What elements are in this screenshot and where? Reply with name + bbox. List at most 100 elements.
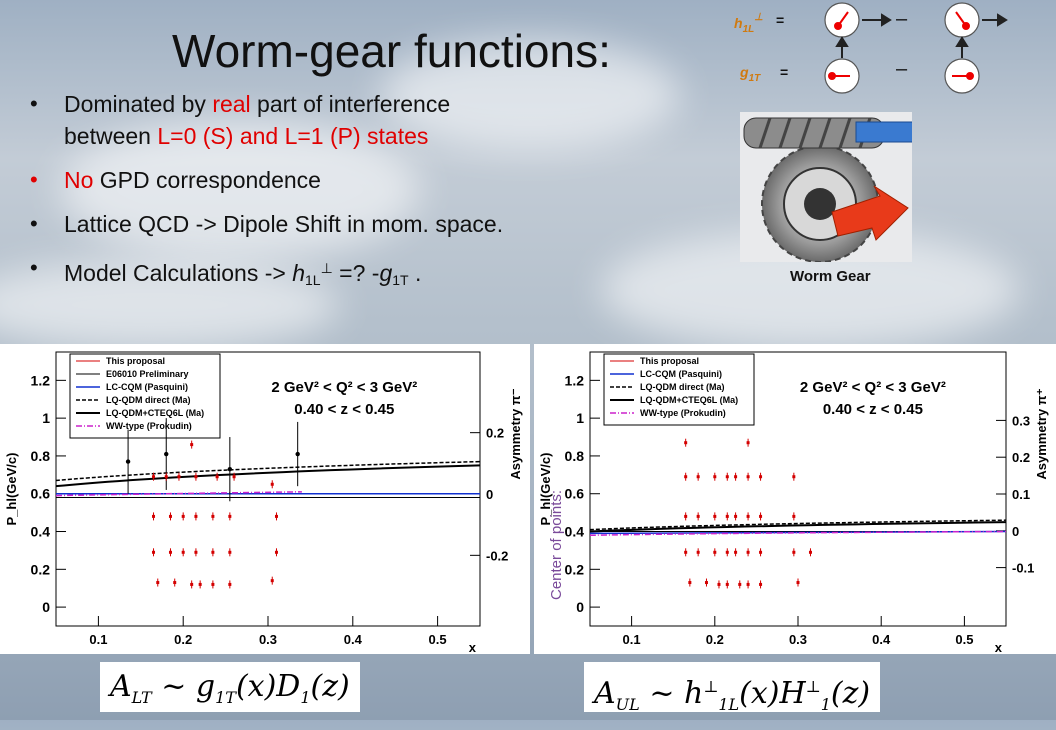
bullet-marker: • bbox=[30, 167, 38, 192]
e06010-point bbox=[227, 466, 233, 472]
y2-tick-label: 0.3 bbox=[1012, 413, 1030, 428]
proposal-point bbox=[168, 514, 172, 518]
e06010-point bbox=[295, 451, 300, 457]
legend-entry: WW-type (Prokudin) bbox=[106, 421, 192, 431]
left-plot: 0 0.2 0.4 0.6 0.8 1 1.2 0.1 0.2 0.3 0.4 0.5 x P_hl(Ge… bbox=[0, 344, 530, 655]
y2-tick-label: 0.2 bbox=[1012, 450, 1030, 465]
y-tick-label: 1 bbox=[576, 410, 584, 426]
y-tick-label: 0.2 bbox=[565, 561, 585, 577]
x-tick-label: 0.4 bbox=[872, 632, 891, 647]
proposal-point bbox=[181, 550, 185, 554]
proposal-point bbox=[173, 581, 177, 585]
model-curve bbox=[589, 519, 1007, 531]
y-tick-label: 0.4 bbox=[565, 524, 585, 540]
bullet-marker: • bbox=[30, 211, 38, 236]
h1l-equals: = bbox=[776, 12, 785, 28]
bullet-item: • Lattice QCD -> Dipole Shift in mom. sp… bbox=[30, 208, 670, 240]
x-tick-label: 0.2 bbox=[174, 632, 192, 647]
right-plot-canvas: 0 0.2 0.4 0.6 0.8 1 1.2 0.1 0.2 0.3 0.4 0.5 x P_hl(Ge… bbox=[538, 351, 1049, 655]
bullet-marker: • bbox=[30, 91, 38, 116]
y2-tick-label: 0.2 bbox=[486, 426, 504, 441]
y2-axis-label: Asymmetry π⁺ bbox=[1034, 388, 1049, 479]
y-tick-label: 1 bbox=[42, 410, 50, 426]
proposal-point bbox=[734, 550, 738, 554]
e06010-point bbox=[125, 459, 131, 464]
y2-tick-label: -0.2 bbox=[486, 548, 508, 563]
proposal-point bbox=[684, 550, 688, 554]
proposal-point bbox=[713, 475, 717, 479]
proposal-point bbox=[734, 475, 738, 479]
proposal-point bbox=[808, 550, 812, 554]
proposal-point bbox=[228, 582, 232, 586]
kinematics-annotation: 2 GeV² < Q² < 3 GeV² bbox=[800, 379, 946, 396]
proposal-point bbox=[215, 475, 219, 479]
proposal-point bbox=[164, 475, 168, 479]
h1l-label: h1L⊥ bbox=[734, 12, 763, 35]
x-tick-label: 0.3 bbox=[789, 632, 807, 647]
proposal-point bbox=[792, 550, 796, 554]
proposal-point bbox=[232, 475, 236, 479]
proposal-point bbox=[759, 582, 763, 586]
proposal-point bbox=[190, 443, 194, 447]
slide-title: Worm-gear functions: bbox=[172, 25, 611, 77]
center-of-points-label: Center of points: bbox=[548, 489, 565, 600]
legend-entry: LC-CQM (Pasquini) bbox=[640, 369, 722, 379]
cloud-3 bbox=[0, 260, 340, 350]
proposal-point bbox=[152, 475, 156, 479]
y-tick-label: 0.6 bbox=[565, 486, 585, 502]
x-tick-label: 0.3 bbox=[259, 632, 277, 647]
proposal-point bbox=[211, 550, 215, 554]
proposal-point bbox=[759, 475, 763, 479]
proposal-point bbox=[746, 582, 750, 586]
y-tick-label: 0 bbox=[576, 599, 584, 615]
legend-entry: LQ-QDM direct (Ma) bbox=[106, 395, 191, 405]
model-curve bbox=[55, 460, 481, 482]
proposal-point bbox=[704, 581, 708, 585]
proposal-point bbox=[796, 581, 800, 585]
kinematics-annotation: 0.40 < z < 0.45 bbox=[823, 401, 923, 418]
legend-entry: LQ-QDM+CTEQ6L (Ma) bbox=[106, 408, 204, 418]
y-tick-label: 0 bbox=[42, 599, 50, 615]
proposal-point bbox=[274, 550, 278, 554]
minus-sign: – bbox=[896, 8, 908, 30]
cloud-2 bbox=[380, 40, 680, 150]
proposal-point bbox=[194, 475, 198, 479]
minus-sign: – bbox=[896, 58, 908, 80]
x-tick-label: 0.4 bbox=[344, 632, 363, 647]
x-tick-label: 0.2 bbox=[706, 632, 724, 647]
bullet-item: • Dominated by real part of interference… bbox=[30, 88, 670, 152]
legend-entry: E06010 Preliminary bbox=[106, 369, 189, 379]
worm-gear-image bbox=[740, 112, 953, 263]
y-tick-label: 0.4 bbox=[31, 524, 51, 540]
y2-tick-label: 0 bbox=[486, 487, 493, 502]
proposal-point bbox=[746, 475, 750, 479]
x-axis-label: x bbox=[469, 640, 477, 654]
proposal-point bbox=[725, 475, 729, 479]
y-tick-label: 0.6 bbox=[31, 486, 51, 502]
proposal-point bbox=[746, 514, 750, 518]
bullet-marker: • bbox=[30, 255, 38, 280]
x-tick-label: 0.5 bbox=[955, 632, 973, 647]
bullet-item: • Model Calculations -> h1L⊥ =? -g1T . bbox=[30, 252, 670, 296]
y2-tick-label: -0.1 bbox=[1012, 561, 1034, 576]
legend-entry: This proposal bbox=[640, 356, 699, 366]
model-curve bbox=[55, 464, 481, 488]
proposal-point bbox=[198, 582, 202, 586]
proposal-point bbox=[211, 514, 215, 518]
x-tick-label: 0.1 bbox=[89, 632, 107, 647]
proposal-point bbox=[228, 514, 232, 518]
x-axis-label: x bbox=[995, 640, 1003, 654]
formula-aul: AUL ~ h⊥1L(x)H⊥1(z) bbox=[584, 662, 881, 714]
proposal-point bbox=[759, 514, 763, 518]
legend-entry: LC-CQM (Pasquini) bbox=[106, 382, 188, 392]
g1t-label: g1T bbox=[740, 64, 761, 84]
proposal-point bbox=[156, 581, 160, 585]
proposal-point bbox=[168, 550, 172, 554]
proposal-point bbox=[725, 550, 729, 554]
worm-gear-drawing bbox=[743, 112, 953, 263]
proposal-point bbox=[152, 514, 156, 518]
proposal-point bbox=[684, 441, 688, 445]
bullet-item: • No GPD correspondence bbox=[30, 164, 670, 196]
model-curve bbox=[589, 521, 1007, 533]
model-curve bbox=[55, 491, 302, 497]
